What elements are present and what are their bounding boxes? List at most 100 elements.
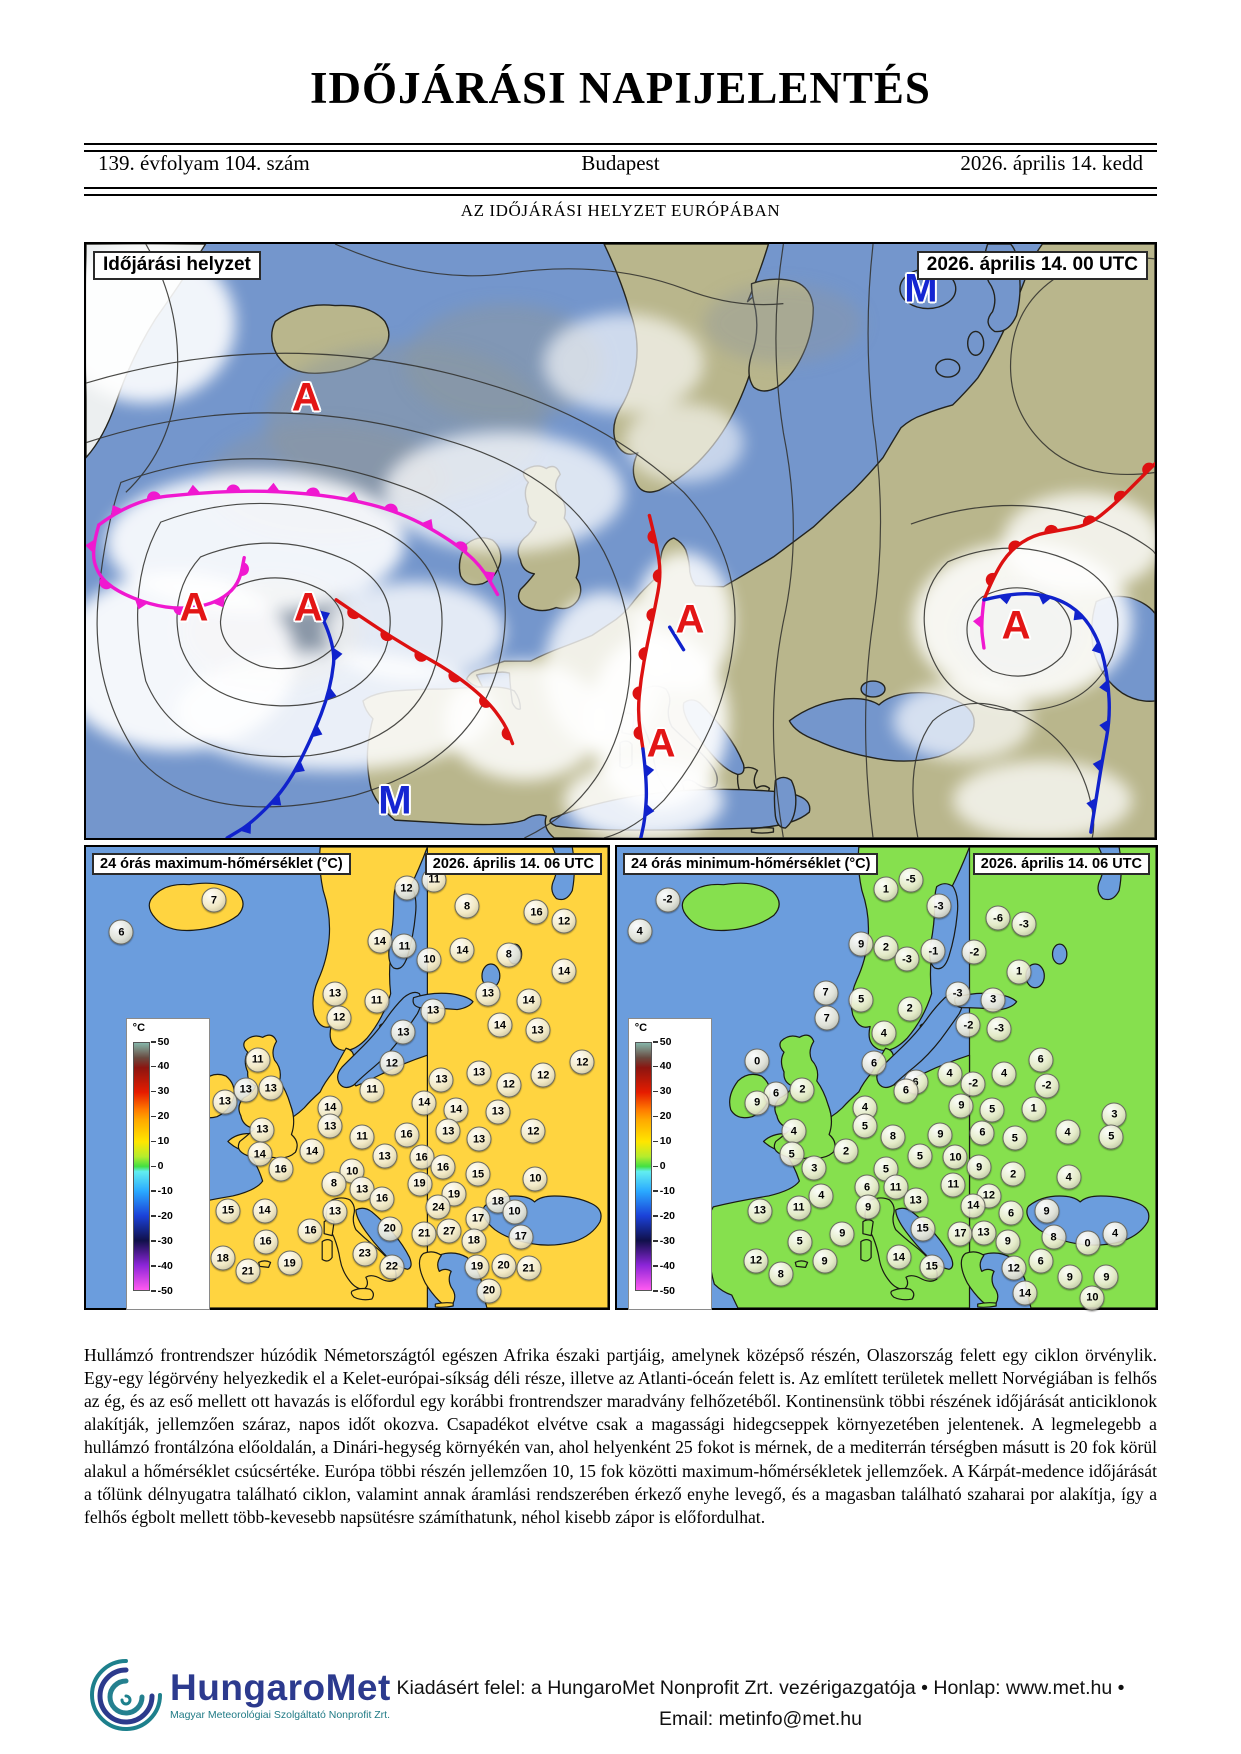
temperature-value-bubble: 10 xyxy=(416,947,442,973)
issue-city: Budapest xyxy=(581,151,660,175)
temperature-value-bubble: 9 xyxy=(927,1122,953,1148)
temperature-value-bubble: 6 xyxy=(861,1050,887,1076)
temperature-value-bubble: 24 xyxy=(425,1194,451,1220)
temperature-value-bubble: 13 xyxy=(747,1198,773,1224)
cold-front xyxy=(225,595,336,838)
temperature-value-bubble: 7 xyxy=(813,980,839,1006)
cold-front-marker xyxy=(1099,719,1110,734)
temperature-value-bubble: 12 xyxy=(743,1248,769,1274)
temperature-value-bubble: 9 xyxy=(744,1090,770,1116)
synoptic-map-datetime: 2026. április 14. 00 UTC xyxy=(916,251,1148,280)
warm-front-marker xyxy=(638,647,647,661)
temperature-value-bubble: 10 xyxy=(942,1144,968,1170)
cloud-layer xyxy=(86,244,1155,838)
temperature-value-bubble: 22 xyxy=(379,1254,405,1279)
temperature-value-bubble: 9 xyxy=(966,1154,992,1180)
warm-front-marker xyxy=(1142,462,1155,475)
legend-tick: -30 xyxy=(653,1235,675,1247)
warm-front xyxy=(636,513,662,751)
temperature-value-bubble: 9 xyxy=(1057,1264,1083,1290)
page-title: IDŐJÁRÁSI NAPIJELENTÉS xyxy=(310,63,931,113)
temperature-value-bubble: 12 xyxy=(569,1049,595,1075)
temperature-value-bubble: 4 xyxy=(808,1183,834,1209)
temperature-value-bubble: 9 xyxy=(1093,1264,1119,1290)
max-temperature-map: 24 órás maximum-hőmérséklet (°C) 2026. á… xyxy=(84,845,610,1310)
temperature-value-bubble: 12 xyxy=(394,875,419,901)
temperature-value-bubble: 8 xyxy=(880,1124,906,1149)
temperature-value-bubble: -3 xyxy=(986,1016,1012,1042)
temperature-value-bubble: 9 xyxy=(948,1093,974,1119)
warm-front-marker xyxy=(633,726,642,740)
occluded-front-marker xyxy=(86,539,95,554)
temperature-value-bubble: -2 xyxy=(955,1012,981,1038)
temperature-value-bubble: 12 xyxy=(520,1118,546,1144)
cold-front-marker xyxy=(1073,609,1085,621)
temperature-value-bubble: 13 xyxy=(322,981,348,1007)
temperature-value-bubble: -2 xyxy=(655,887,681,913)
temperature-value-bubble: 6 xyxy=(998,1200,1024,1226)
cold-front-marker xyxy=(644,803,655,818)
temperature-value-bubble: 9 xyxy=(812,1248,837,1274)
temperature-value-bubble: 11 xyxy=(245,1047,271,1073)
occluded-front-marker xyxy=(99,577,112,590)
warm-front-marker xyxy=(501,726,512,741)
temperature-value-bubble: 5 xyxy=(979,1097,1005,1123)
temperature-value-bubble: 17 xyxy=(465,1206,491,1232)
issue-number: 139. évfolyam 104. szám xyxy=(98,151,310,175)
temperature-value-bubble: 12 xyxy=(379,1050,405,1076)
temperature-value-bubble: -6 xyxy=(985,905,1011,931)
temperature-value-bubble: 13 xyxy=(475,981,501,1007)
temperature-value-bubble: 5 xyxy=(1002,1125,1028,1151)
temperature-value-bubble: 6 xyxy=(893,1078,919,1104)
cold-front xyxy=(639,747,649,838)
legend-unit-label: °C xyxy=(634,1021,648,1034)
temperature-value-bubble: 13 xyxy=(212,1089,238,1115)
legend-tick: -40 xyxy=(653,1260,675,1272)
email-line: Email: metinfo@met.hu xyxy=(659,1708,862,1730)
temperature-value-bubble: 17 xyxy=(947,1221,973,1247)
temperature-value-bubble: 8 xyxy=(454,893,480,919)
cold-front-marker xyxy=(1091,641,1103,655)
temperature-value-bubble: -3 xyxy=(945,981,971,1007)
legend-tick: 0 xyxy=(151,1160,164,1172)
occluded-front-marker xyxy=(186,484,201,495)
temperature-value-bubble: 3 xyxy=(801,1155,827,1181)
temperature-value-bubble: 9 xyxy=(855,1194,881,1220)
cold-front-marker xyxy=(1086,797,1097,812)
legend-ticks: 50 40 30 20 10 0 -10 -20 -30 -40 -50 xyxy=(653,1036,707,1297)
temperature-value-bubble: 16 xyxy=(253,1229,279,1255)
cold-front-marker xyxy=(269,794,282,806)
legend-tick: 40 xyxy=(151,1060,170,1072)
temperature-value-bubble: 13 xyxy=(390,1019,416,1045)
temperature-value-bubble: -3 xyxy=(926,893,952,919)
temperature-legend: °C 50 40 30 20 10 0 -10 -20 -30 -40 -50 xyxy=(627,1017,712,1310)
temperature-value-bubble: 12 xyxy=(326,1005,352,1031)
warm-front-marker xyxy=(414,651,428,662)
temperature-value-bubble: 16 xyxy=(409,1144,435,1170)
warm-front-marker xyxy=(479,695,491,708)
temperature-value-bubble: 15 xyxy=(919,1254,945,1279)
temperature-value-bubble: 19 xyxy=(277,1250,303,1276)
temperature-value-bubble: 14 xyxy=(247,1141,273,1167)
temperature-value-bubble: 21 xyxy=(235,1258,261,1284)
temperature-value-bubble: 13 xyxy=(435,1118,461,1144)
temperature-value-bubble: 6 xyxy=(1028,1047,1054,1073)
warm-front-marker xyxy=(652,569,661,583)
hungaromet-logo: HungaroMet Magyar Meteorológiai Szolgált… xyxy=(90,1657,391,1733)
legend-tick: 30 xyxy=(653,1085,672,1097)
temperature-value-bubble: 4 xyxy=(937,1061,963,1087)
issue-date: 2026. április 14. kedd xyxy=(960,151,1143,175)
temperature-value-bubble: 11 xyxy=(940,1172,966,1198)
temperature-value-bubble: 14 xyxy=(411,1090,437,1116)
temperature-value-bubble: 12 xyxy=(551,908,577,934)
temperature-value-bubble: -2 xyxy=(961,939,987,965)
warm-front-marker xyxy=(632,686,641,701)
occluded-front-marker xyxy=(226,484,241,492)
temperature-value-bubble: 13 xyxy=(233,1077,259,1103)
issue-info-row: 139. évfolyam 104. szám Budapest 2026. á… xyxy=(84,151,1157,176)
temperature-value-bubble: 20 xyxy=(377,1216,403,1242)
legend-tick: -30 xyxy=(151,1235,173,1247)
legend-ticks: 50 40 30 20 10 0 -10 -20 -30 -40 -50 xyxy=(151,1036,205,1297)
high-pressure-letter: A xyxy=(291,375,321,420)
temperature-value-bubble: 16 xyxy=(268,1156,294,1182)
